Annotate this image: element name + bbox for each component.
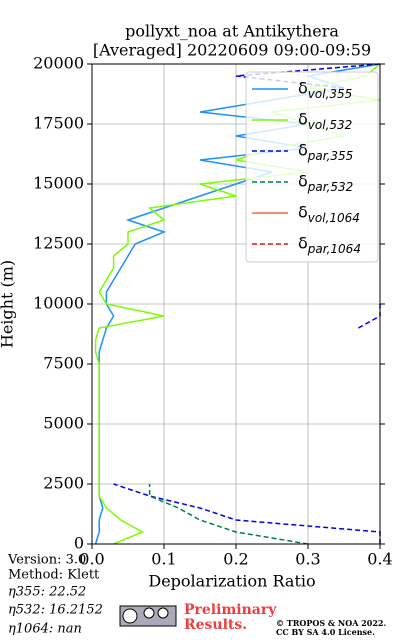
y-tick-label: 5000 — [43, 414, 84, 433]
y-tick-label: 17500 — [33, 114, 84, 133]
x-tick-label: 0.4 — [367, 550, 392, 569]
y-tick-label: 10000 — [33, 294, 84, 313]
chart-subtitle: [Averaged] 20220609 09:00-09:59 — [93, 41, 371, 60]
legend-subscript: vol,355 — [308, 87, 353, 101]
legend-subscript: par,355 — [307, 149, 354, 163]
legend-subscript: vol,532 — [308, 118, 353, 132]
y-tick-label: 0 — [74, 534, 84, 553]
y-tick-label: 2500 — [43, 474, 84, 493]
chart-title: pollyxt_noa at Antikythera — [125, 22, 339, 41]
method: Method: Klett — [8, 568, 100, 583]
eta-532: η532: 16.2152 — [8, 603, 103, 618]
eta-355: η355: 22.52 — [8, 585, 86, 600]
results: Results. — [184, 617, 247, 633]
x-tick-label: 0.1 — [151, 550, 176, 569]
eta-1064: η1064: nan — [8, 622, 82, 637]
x-tick-label: 0.0 — [79, 550, 104, 569]
legend-subscript: par,1064 — [307, 242, 361, 256]
legend-subscript: vol,1064 — [308, 211, 360, 225]
y-tick-label: 20000 — [33, 54, 84, 73]
license: CC BY SA 4.0 License. — [276, 627, 375, 637]
legend-box — [245, 71, 379, 263]
cc-badge — [119, 605, 177, 627]
x-tick-label: 0.2 — [223, 550, 248, 569]
preliminary: Preliminary — [184, 602, 277, 618]
y-tick-label: 12500 — [33, 234, 84, 253]
y-tick-label: 7500 — [43, 354, 84, 373]
copyright: © TROPOS & NOA 2022. — [276, 618, 386, 628]
y-tick-label: 15000 — [33, 174, 84, 193]
y-axis-label: Height (m) — [0, 260, 17, 348]
legend-subscript: par,532 — [307, 180, 354, 194]
x-tick-label: 0.3 — [295, 550, 320, 569]
plot-frame — [91, 63, 381, 545]
version: Version: 3.0 — [7, 553, 86, 568]
x-axis-label: Depolarization Ratio — [148, 572, 315, 591]
